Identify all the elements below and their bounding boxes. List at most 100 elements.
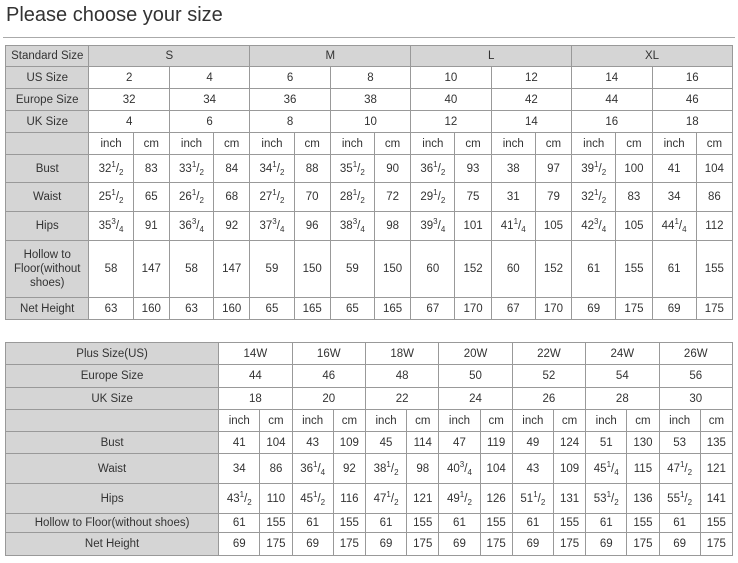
fraction-denominator: 2 (601, 167, 607, 177)
row-label: Plus Size(US) (4, 342, 220, 365)
fraction-numerator: 1 (191, 159, 197, 169)
inch-whole: 47 (453, 436, 466, 449)
cm-value: 101 (454, 211, 492, 241)
cm-value: 175 (259, 532, 293, 556)
row-label: Waist (4, 182, 90, 212)
fraction-numerator: 1 (386, 489, 391, 499)
us-size-cell: 12 (490, 66, 573, 89)
us-size-cell: 18W (364, 342, 440, 365)
inch-value: 69 (571, 297, 617, 320)
standard-size-row: Standard Size S M L XL (4, 45, 733, 67)
cm-value: 109 (332, 431, 366, 454)
fraction-denominator: 4 (682, 225, 687, 234)
inch-whole: 60 (506, 263, 520, 275)
fraction-numerator: 3 (191, 217, 197, 226)
standard-size-table: Standard Size S M L XL US Size 2 4 6 8 10 12 14 16 Eur… (4, 45, 734, 320)
unit-cm: cm (699, 409, 734, 432)
fraction-denominator: 2 (467, 497, 472, 507)
fraction-denominator: 2 (440, 196, 446, 205)
fraction-denominator: 2 (279, 167, 285, 177)
europe-size-cell: 44 (218, 364, 293, 388)
inch-value: 261/2 (168, 182, 215, 212)
us-size-cell: 4 (168, 66, 251, 89)
inch-value: 291/2 (410, 182, 456, 212)
fraction-numerator: 1 (352, 188, 358, 197)
cm-value: 88 (293, 154, 331, 183)
row-label: Waist (4, 453, 220, 484)
inch-whole: 69 (599, 538, 613, 550)
cm-value: 147 (213, 240, 251, 298)
fraction-numerator: 1 (674, 217, 679, 226)
inch-value: 471/2 (658, 453, 701, 484)
fraction-denominator: 2 (687, 497, 693, 507)
cm-value: 110 (259, 483, 293, 514)
uk-size-cell: 26 (511, 387, 587, 410)
inch-whole: 34 (667, 191, 681, 203)
cm-value: 90 (373, 154, 412, 183)
inch-whole: 69 (306, 538, 320, 550)
inch-whole: 49 (447, 492, 460, 505)
fraction-denominator: 2 (119, 167, 124, 177)
row-label: UK Size (4, 387, 220, 410)
europe-size-cell: 46 (291, 364, 366, 388)
inch-whole: 59 (265, 263, 279, 275)
inch-value: 61 (651, 240, 697, 298)
cm-value: 98 (406, 453, 440, 484)
inch-value: 511/2 (511, 483, 554, 514)
inch-value: 67 (410, 297, 456, 320)
cm-value: 68 (213, 182, 251, 212)
inch-value: 69 (585, 532, 628, 556)
us-size-cell: 8 (329, 66, 412, 89)
inch-value: 451/2 (291, 483, 334, 514)
inch-value: 69 (658, 532, 701, 556)
inch-whole: 40 (447, 462, 460, 475)
uk-size-cell: 18 (651, 110, 733, 133)
inch-whole: 67 (506, 302, 520, 315)
inch-value: 59 (249, 240, 295, 298)
cm-value: 109 (552, 453, 587, 484)
inch-value: 61 (218, 513, 261, 533)
cm-value: 175 (479, 532, 513, 556)
standard-size-cell: XL (571, 45, 733, 67)
unit-cm: cm (332, 409, 366, 432)
europe-size-cell: 54 (585, 364, 660, 388)
fraction-numerator: 1 (191, 188, 197, 197)
fraction-numerator: 3 (459, 459, 465, 469)
unit-inch: inch (571, 132, 617, 155)
cm-value: 96 (293, 211, 331, 241)
inch-value: 251/2 (88, 182, 134, 212)
cm-value: 175 (626, 532, 660, 556)
fraction-numerator: 1 (433, 188, 438, 197)
unit-inch: inch (585, 409, 628, 432)
uk-size-cell: 24 (438, 387, 513, 410)
cm-value: 105 (534, 211, 573, 241)
cm-value: 152 (534, 240, 573, 298)
cm-value: 150 (293, 240, 331, 298)
inch-whole: 69 (673, 538, 687, 550)
inch-whole: 47 (373, 492, 387, 505)
europe-size-cell: 38 (329, 88, 412, 111)
inch-value: 431/2 (218, 483, 261, 514)
cm-value: 152 (454, 240, 492, 298)
inch-whole: 69 (453, 538, 466, 550)
inch-whole: 36 (420, 162, 434, 175)
inch-value: 423/4 (571, 211, 617, 241)
unit-cm: cm (534, 132, 573, 155)
cm-value: 70 (293, 182, 331, 212)
fraction-denominator: 4 (521, 225, 526, 234)
cm-value: 104 (479, 453, 513, 484)
inch-whole: 53 (673, 436, 687, 449)
cm-value: 131 (552, 483, 587, 514)
inch-whole: 43 (306, 436, 320, 449)
inch-whole: 49 (526, 436, 540, 449)
row-label: Bust (4, 431, 220, 454)
inch-whole: 61 (453, 517, 466, 529)
uk-size-cell: 22 (364, 387, 440, 410)
fraction-numerator: 1 (594, 159, 599, 169)
plus-size-table: Plus Size(US) 14W 16W 18W 20W 22W 24W 26W Europe… (4, 342, 734, 556)
unit-inch: inch (291, 409, 334, 432)
inch-whole: 44 (661, 220, 675, 232)
inch-value: 51 (585, 431, 628, 454)
cm-value: 155 (699, 513, 734, 533)
inch-whole: 61 (673, 517, 687, 529)
